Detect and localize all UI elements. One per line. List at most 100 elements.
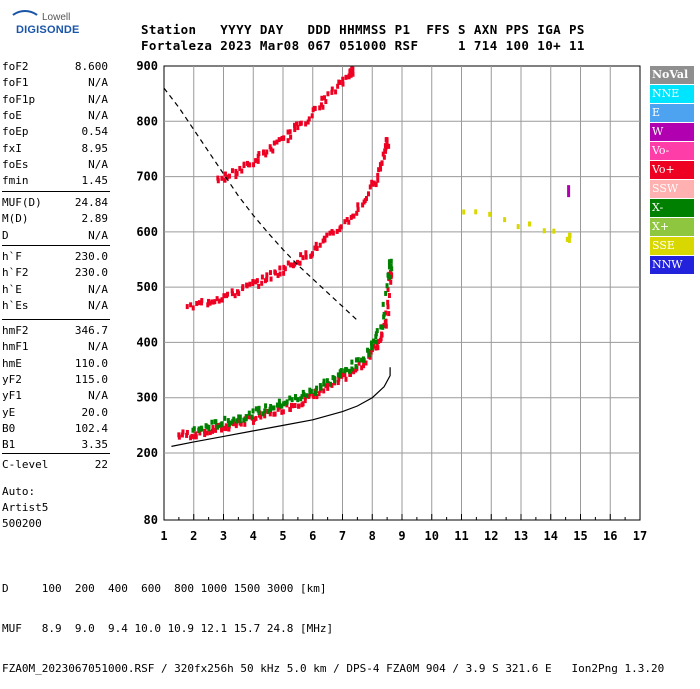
echo-point — [351, 71, 355, 77]
echo-point — [285, 402, 289, 408]
echo-point — [325, 378, 329, 384]
echo-point — [268, 144, 272, 150]
echo-point — [296, 397, 300, 403]
echo-point — [376, 345, 380, 351]
echo-point — [308, 387, 312, 393]
legend-entry-vo-: Vo- — [650, 142, 694, 160]
echo-point — [314, 241, 318, 247]
echo-point — [324, 99, 328, 105]
echo-point — [257, 409, 261, 415]
echo-point — [288, 406, 292, 412]
echo-point — [254, 415, 258, 421]
legend-entry-w: W — [650, 123, 694, 141]
echo-point — [223, 415, 227, 421]
echo-point — [376, 177, 380, 183]
echo-point — [254, 406, 258, 412]
echo-point — [281, 409, 285, 415]
legend-entry-ssw: SSW — [650, 180, 694, 198]
echo-point — [324, 383, 328, 389]
echo-point — [272, 405, 276, 411]
echo-point — [298, 260, 302, 266]
param-name: foEs — [2, 157, 29, 171]
echo-point — [261, 411, 265, 417]
autoscale-info: Auto: — [2, 485, 36, 498]
echo-point — [296, 125, 300, 131]
echo-point — [384, 323, 388, 329]
legend-entry-noval: NoVal — [650, 66, 694, 84]
echo-point — [263, 413, 267, 419]
echo-point — [320, 95, 324, 101]
param-row: h`F2 230.0 — [2, 266, 108, 282]
echo-point — [317, 391, 321, 397]
echo-point — [339, 368, 343, 374]
param-row: B0 102.4 — [2, 422, 108, 438]
legend-entry-nne: NNE — [650, 85, 694, 103]
echo-point — [350, 359, 354, 365]
echo-point — [238, 418, 242, 424]
echo-point — [223, 171, 227, 177]
echo-point — [374, 331, 378, 337]
echo-point — [503, 217, 507, 223]
echo-point — [269, 403, 273, 409]
echo-point — [315, 246, 319, 252]
echo-point — [210, 419, 214, 425]
echo-point — [322, 381, 326, 387]
echo-point — [268, 270, 272, 276]
echo-point — [216, 175, 220, 181]
echo-point — [304, 121, 308, 127]
echo-point — [334, 89, 338, 95]
x-tick-label: 15 — [573, 529, 587, 543]
echo-point — [222, 425, 226, 431]
echo-point — [245, 283, 249, 289]
echo-point — [361, 202, 365, 208]
param-row: hmE 110.0 — [2, 357, 108, 373]
echo-point — [383, 148, 387, 154]
echo-point — [293, 127, 297, 133]
param-value: 20.0 — [81, 405, 109, 419]
echo-point — [185, 429, 189, 435]
param-row: foEs N/A — [2, 158, 108, 174]
echo-point — [237, 291, 241, 297]
logo-arc-icon — [8, 10, 42, 36]
param-value: 2.89 — [81, 212, 109, 226]
echo-point — [214, 427, 218, 433]
echo-point — [185, 432, 189, 438]
param-row: hmF1 N/A — [2, 340, 108, 356]
echo-point — [356, 357, 360, 363]
param-name: hmF1 — [2, 340, 29, 354]
echo-point — [297, 403, 301, 409]
param-value: 24.84 — [74, 196, 108, 209]
echo-point — [314, 390, 318, 396]
param-name: M(D) — [2, 212, 29, 226]
echo-point — [379, 324, 383, 330]
echo-point — [194, 431, 198, 437]
echo-point — [177, 434, 181, 440]
legend-entry-x-: X+ — [650, 218, 694, 236]
echo-point — [384, 290, 388, 296]
echo-point — [213, 299, 217, 305]
header-row1: Station YYYY DAY DDD HHMMSS P1 FFS S AXN… — [141, 22, 585, 37]
echo-point — [273, 270, 277, 276]
echo-point — [299, 252, 303, 258]
echo-point — [265, 272, 269, 278]
echo-point — [321, 238, 325, 244]
echo-point — [304, 254, 308, 260]
echo-point — [345, 367, 349, 373]
y-tick-label: 800 — [136, 114, 158, 128]
echo-point — [290, 397, 294, 403]
echo-point — [348, 372, 352, 378]
footer-file-info: FZA0M_2023067051000.RSF / 320fx256h 50 k… — [2, 662, 665, 675]
echo-point — [238, 414, 242, 420]
echo-point — [388, 274, 392, 280]
param-value: N/A — [88, 108, 108, 122]
echo-point — [326, 380, 330, 386]
echo-point — [250, 414, 254, 420]
echo-point — [326, 91, 330, 97]
echo-point — [296, 259, 300, 265]
echo-point — [268, 411, 272, 417]
y-tick-label: 400 — [136, 335, 158, 349]
echo-point — [385, 143, 389, 149]
echo-point — [370, 345, 374, 351]
echo-point — [282, 264, 286, 270]
echo-point — [208, 300, 212, 306]
